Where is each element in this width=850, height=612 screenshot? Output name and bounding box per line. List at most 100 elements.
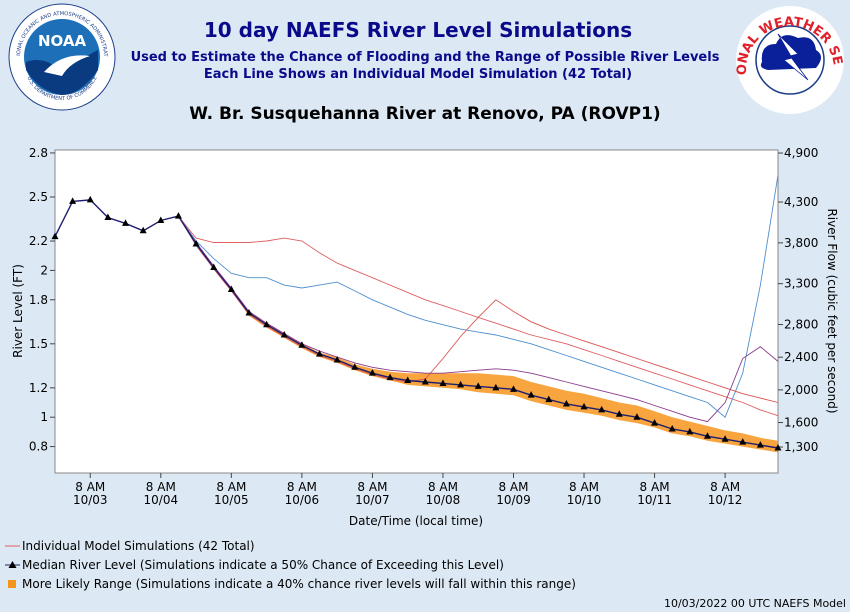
x-tick-label: 10/03	[73, 493, 108, 507]
x-tick-label: 10/12	[708, 493, 743, 507]
logo-text: NOAA	[38, 32, 87, 50]
median-line	[54, 199, 779, 449]
y2-axis-label: River Flow (cubic feet per second)	[825, 208, 839, 413]
y2-tick-label: 3,800	[784, 236, 818, 250]
median-point	[368, 369, 376, 376]
x-tick-label: 10/08	[426, 493, 461, 507]
legend-swatch	[8, 561, 17, 568]
y2-tick-label: 4,900	[784, 146, 818, 160]
median-point	[474, 382, 482, 389]
y-tick-label: 1.8	[29, 293, 48, 307]
median-point	[174, 212, 182, 219]
x-tick-label: 8 AM	[640, 480, 670, 494]
median-point	[69, 197, 77, 204]
median-point	[439, 379, 447, 386]
x-tick-label: 10/06	[285, 493, 320, 507]
y-tick-label: 1	[40, 410, 48, 424]
median-point	[157, 216, 165, 223]
median-point	[421, 377, 429, 385]
median-point	[316, 350, 324, 357]
median-point	[351, 363, 359, 370]
median-point	[245, 308, 253, 316]
simulation-line	[178, 215, 779, 423]
likely-range	[178, 216, 778, 453]
y-tick-label: 1.2	[29, 381, 48, 395]
y2-tick-label: 2,000	[784, 383, 818, 397]
y-tick-label: 0.8	[29, 440, 48, 454]
median-point	[122, 219, 130, 226]
chart-title: 10 day NAEFS River Level Simulations	[204, 18, 632, 42]
y-tick-label: 2.5	[29, 190, 48, 204]
median-point	[51, 232, 59, 240]
median-point	[545, 395, 553, 403]
median-point	[280, 330, 288, 338]
median-point	[509, 385, 517, 392]
x-tick-label: 8 AM	[216, 480, 246, 494]
median-point	[668, 424, 676, 432]
logo-gull	[44, 55, 90, 76]
median-point	[756, 441, 764, 448]
plot: 0.8 1 1.2 1.5 1.8 2 2.2 2.5 2.8 1,300 1,600 2,000 2,…	[29, 146, 818, 507]
chart-subtitle: Used to Estimate the Chance of Flooding …	[131, 50, 720, 65]
y-axis-label: River Level (FT)	[11, 264, 25, 358]
median-point	[527, 391, 535, 398]
median-point	[651, 419, 659, 426]
median-point	[210, 263, 218, 270]
footer: 10/03/2022 00 UTC NAEFS Model	[664, 597, 846, 610]
station-title: W. Br. Susquehanna River at Renovo, PA (…	[189, 104, 660, 124]
y2-tick-label: 4,300	[784, 195, 818, 209]
x-tick-label: 10/05	[214, 493, 249, 507]
y-tick-label: 2.8	[29, 146, 48, 160]
median-point	[598, 405, 606, 413]
median-point	[562, 399, 570, 407]
median-point	[386, 373, 394, 381]
x-axis-label: Date/Time (local time)	[349, 514, 483, 528]
x-tick-label: 8 AM	[357, 480, 387, 494]
median-point	[721, 435, 729, 442]
legend-label: Median River Level (Simulations indicate…	[22, 558, 504, 572]
y2-tick-label: 1,300	[784, 440, 818, 454]
median-point	[333, 355, 341, 363]
simulation-line	[178, 174, 779, 418]
median-point	[104, 213, 112, 221]
x-tick-label: 8 AM	[287, 480, 317, 494]
legend-label: More Likely Range (Simulations indicate …	[22, 577, 576, 591]
median-point	[139, 226, 147, 234]
median-point	[263, 320, 271, 328]
x-tick-label: 8 AM	[569, 480, 599, 494]
y2-tick-label: 2,800	[784, 318, 818, 332]
x-tick-label: 10/04	[144, 493, 179, 507]
median-point	[298, 341, 306, 348]
median-point	[457, 380, 465, 388]
legend-swatch	[8, 580, 16, 588]
x-tick-label: 8 AM	[498, 480, 528, 494]
chart-subtitle: Each Line Shows an Individual Model Simu…	[204, 67, 632, 82]
y2-tick-label: 3,300	[784, 277, 818, 291]
y-tick-label: 1.5	[29, 337, 48, 351]
median-point	[192, 239, 200, 247]
median-point	[774, 444, 782, 451]
x-tick-label: 10/11	[637, 493, 672, 507]
x-tick-label: 8 AM	[428, 480, 458, 494]
logo-bolt	[777, 33, 809, 81]
median-point	[227, 285, 235, 292]
median-point	[686, 427, 694, 435]
y2-tick-label: 2,400	[784, 350, 818, 364]
median-point	[492, 383, 500, 391]
median-point	[404, 376, 412, 384]
noaa-logo: NOAA NATIONAL OCEANIC AND ATMOSPHERIC AD…	[0, 0, 116, 111]
x-tick-label: 10/09	[496, 493, 531, 507]
y-tick-label: 2.2	[29, 234, 48, 248]
median-point	[86, 195, 94, 203]
x-tick-label: 10/10	[567, 493, 602, 507]
simulation-line	[178, 215, 779, 403]
median-point	[739, 438, 747, 445]
median-point	[580, 402, 588, 410]
x-tick-label: 8 AM	[146, 480, 176, 494]
x-tick-label: 8 AM	[75, 480, 105, 494]
y2-tick-label: 1,600	[784, 416, 818, 430]
median-point	[703, 432, 711, 439]
median-point	[615, 410, 623, 417]
